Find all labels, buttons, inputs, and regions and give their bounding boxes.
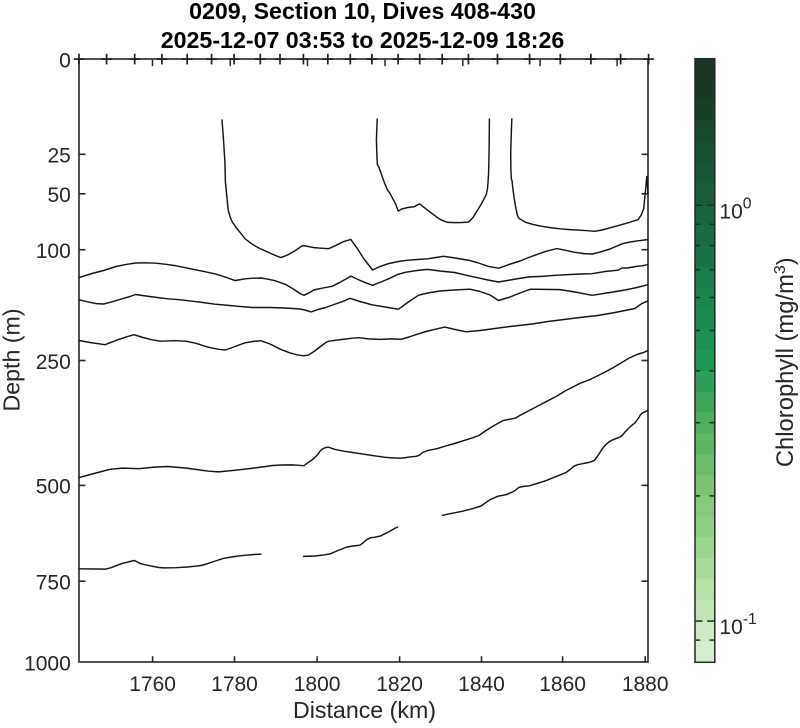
svg-text:Depth (m): Depth (m): [0, 308, 25, 411]
svg-text:50: 50: [47, 184, 70, 207]
svg-text:Chlorophyll (mg/m3): Chlorophyll (mg/m3): [772, 257, 799, 467]
svg-text:25: 25: [47, 145, 70, 168]
svg-text:1820: 1820: [376, 673, 423, 696]
svg-text:1800: 1800: [294, 673, 341, 696]
svg-text:0: 0: [59, 49, 71, 72]
svg-text:2025-12-07 03:53 to 2025-12-09: 2025-12-07 03:53 to 2025-12-09 18:26: [161, 27, 565, 53]
svg-text:250: 250: [36, 351, 71, 374]
svg-text:750: 750: [36, 572, 71, 595]
svg-text:1000: 1000: [24, 652, 71, 675]
svg-text:0209, Section 10, Dives 408-43: 0209, Section 10, Dives 408-430: [189, 0, 536, 24]
svg-text:1760: 1760: [129, 673, 176, 696]
svg-text:1840: 1840: [458, 673, 505, 696]
svg-text:10-1: 10-1: [719, 611, 756, 639]
svg-text:1880: 1880: [622, 673, 669, 696]
svg-text:1780: 1780: [211, 673, 258, 696]
svg-text:500: 500: [36, 476, 71, 499]
svg-text:1860: 1860: [539, 673, 586, 696]
svg-text:100: 100: [36, 240, 71, 263]
svg-text:Distance (km): Distance (km): [293, 697, 436, 723]
